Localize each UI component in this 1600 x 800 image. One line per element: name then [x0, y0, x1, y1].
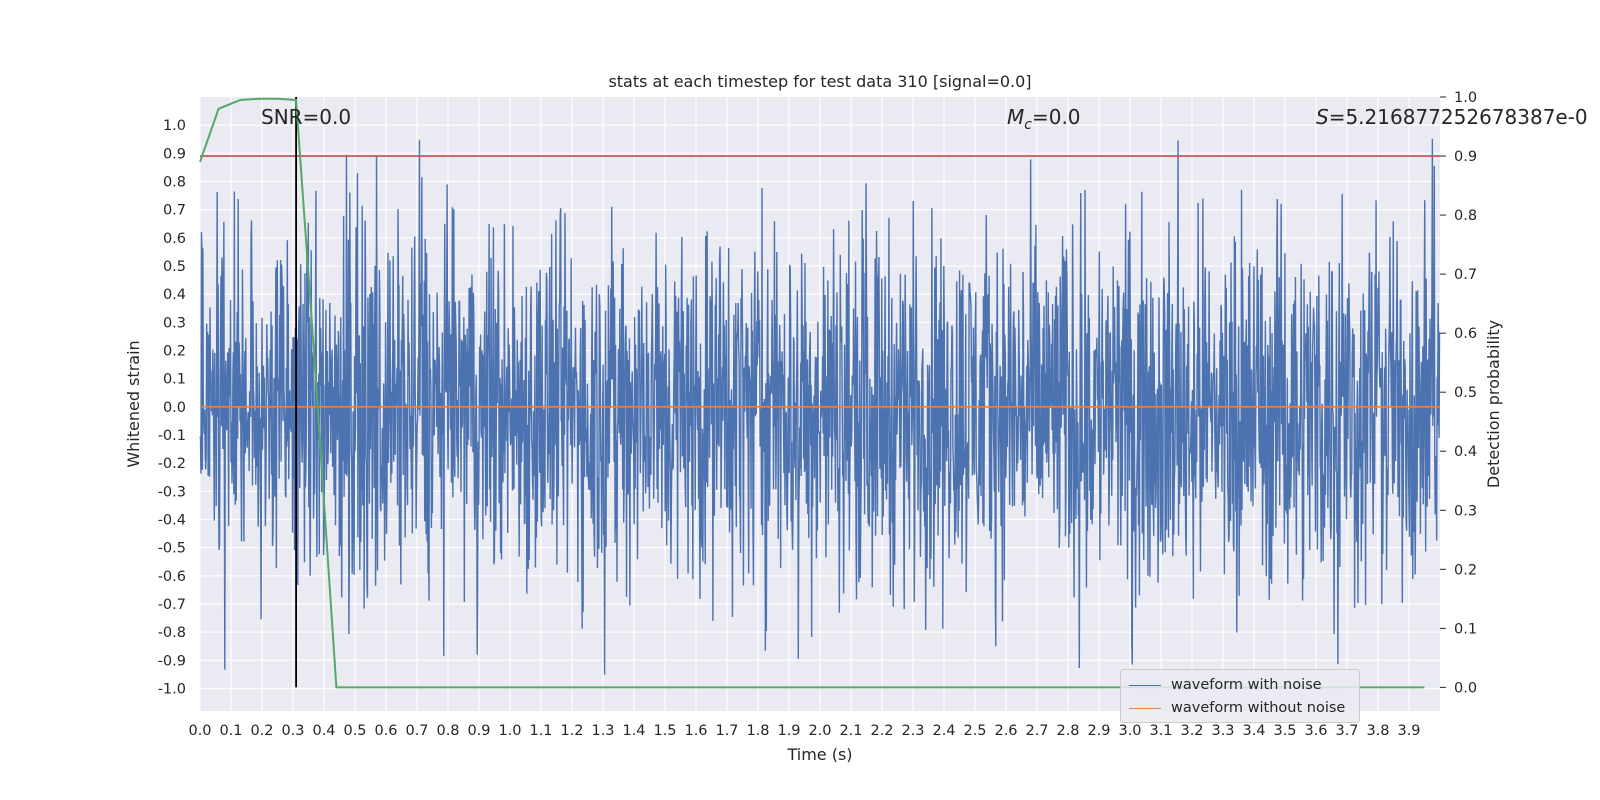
x-tick-label: 3.0: [1118, 723, 1141, 739]
x-tick-label: 3.1: [1149, 723, 1172, 739]
x-tick-label: 1.4: [622, 723, 645, 739]
x-tick-label: 0.9: [467, 723, 490, 739]
annotation-s-value: =5.216877252678387e-0: [1329, 105, 1588, 129]
y-left-tick-label: 0.4: [163, 287, 186, 303]
x-tick-label: 2.3: [901, 723, 924, 739]
x-tick-label: 0.5: [343, 723, 366, 739]
y-left-tick-label: 0.6: [163, 231, 186, 247]
x-tick-label: 0.3: [281, 723, 304, 739]
x-tick-label: 3.6: [1304, 723, 1327, 739]
y-right-tick-label: 0.9: [1454, 149, 1477, 165]
x-tick-label: 3.9: [1397, 723, 1420, 739]
y-left-tick-label: -0.4: [158, 512, 186, 528]
y-left-tick-label: -0.5: [158, 541, 186, 557]
annotation-s-symbol: S: [1316, 105, 1329, 129]
y-right-tick-label: 0.7: [1454, 267, 1477, 283]
series-detection-probability: [199, 97, 1425, 689]
chart-title: stats at each timestep for test data 310…: [608, 72, 1031, 91]
y-right-tick-label: 0.6: [1454, 326, 1477, 342]
probability-curve: [199, 97, 1425, 689]
x-tick-label: 3.7: [1335, 723, 1358, 739]
x-tick-label: 3.8: [1366, 723, 1389, 739]
x-tick-label: 1.2: [560, 723, 583, 739]
annotation-snr: SNR=0.0: [261, 105, 351, 129]
x-tick-label: 2.9: [1087, 723, 1110, 739]
noise-waveform-path: [199, 138, 1441, 675]
legend-swatch-noise: [1129, 684, 1161, 686]
x-tick-label: 3.2: [1180, 723, 1203, 739]
x-axis-ticks: 0.0 0.1 0.2 0.3 0.4 0.5 0.6 0.7 0.8 0.9 1.0 1.1 1.2 1…: [188, 723, 1420, 739]
y-right-tick-label: 0.8: [1454, 208, 1477, 224]
x-tick-label: 0.6: [374, 723, 397, 739]
x-tick-label: 1.3: [591, 723, 614, 739]
y-left-tick-label: 0.3: [163, 315, 186, 331]
y-right-tick-label: 0.1: [1454, 621, 1477, 637]
y-left-tick-label: 0.9: [163, 146, 186, 162]
y-right-tick-label: 0.2: [1454, 562, 1477, 578]
x-tick-label: 0.4: [312, 723, 335, 739]
x-tick-label: 3.5: [1273, 723, 1296, 739]
legend-swatch-clean: [1129, 707, 1161, 709]
y-right-tick-label: 0.3: [1454, 503, 1477, 519]
x-tick-label: 2.0: [808, 723, 831, 739]
y-left-tick-label: -0.8: [158, 625, 186, 641]
y-left-tick-label: -0.7: [158, 597, 186, 613]
y-left-tick-label: 0.5: [163, 259, 186, 275]
x-tick-label: 3.3: [1211, 723, 1234, 739]
series-waveform-with-noise: [199, 138, 1441, 675]
annotation-mc-value: =0.0: [1032, 105, 1081, 129]
y-left-tick-label: 0.0: [163, 400, 186, 416]
legend-item-clean: waveform without noise: [1129, 698, 1345, 718]
x-tick-label: 3.4: [1242, 723, 1265, 739]
y-right-tick-label: 0.0: [1454, 680, 1477, 696]
x-tick-label: 0.2: [250, 723, 273, 739]
x-tick-label: 2.1: [839, 723, 862, 739]
y-right-tick-label: 0.5: [1454, 385, 1477, 401]
y-left-tick-label: 0.8: [163, 174, 186, 190]
x-tick-label: 1.9: [777, 723, 800, 739]
y-right-tick-label: 1.0: [1454, 90, 1477, 106]
y-left-tick-label: -0.6: [158, 569, 186, 585]
y-right-tick-label: 0.4: [1454, 444, 1477, 460]
y-left-tick-label: -0.9: [158, 653, 186, 669]
x-tick-label: 2.7: [1025, 723, 1048, 739]
x-tick-label: 2.6: [994, 723, 1017, 739]
x-tick-label: 1.8: [746, 723, 769, 739]
y-axis-left-ticks: 1.0 0.9 0.8 0.7 0.6 0.5 0.4 0.3 0.2 0.1 0.0 -0.1 -0.…: [158, 118, 186, 697]
x-tick-label: 1.6: [684, 723, 707, 739]
annotation-mc-sub: c: [1024, 117, 1032, 133]
x-tick-label: 1.1: [529, 723, 552, 739]
x-tick-label: 0.7: [405, 723, 428, 739]
x-tick-label: 2.5: [963, 723, 986, 739]
legend: waveform with noise waveform without noi…: [1120, 669, 1360, 723]
annotation-mc: Mc=0.0: [1007, 105, 1081, 133]
y-axis-right-label: Detection probability: [1484, 320, 1503, 488]
y-left-tick-label: -0.2: [158, 456, 186, 472]
x-tick-label: 2.8: [1056, 723, 1079, 739]
x-axis-label: Time (s): [786, 745, 852, 764]
x-tick-label: 1.5: [653, 723, 676, 739]
legend-label-noise: waveform with noise: [1171, 677, 1322, 693]
annotation-mc-symbol: M: [1007, 105, 1024, 129]
x-tick-label: 0.0: [188, 723, 211, 739]
y-left-tick-label: -0.1: [158, 428, 186, 444]
y-left-tick-label: 0.7: [163, 203, 186, 219]
y-left-tick-label: 1.0: [163, 118, 186, 134]
y-left-tick-label: 0.2: [163, 343, 186, 359]
legend-item-noise: waveform with noise: [1129, 675, 1322, 695]
y-left-tick-label: -1.0: [158, 681, 186, 697]
x-tick-label: 2.4: [932, 723, 955, 739]
x-tick-label: 1.0: [498, 723, 521, 739]
y-axis-right-ticks: 1.0 0.9 0.8 0.7 0.6 0.5 0.4 0.3 0.2 0.1 0.0: [1440, 90, 1477, 696]
x-tick-label: 2.2: [870, 723, 893, 739]
x-tick-label: 0.1: [219, 723, 242, 739]
x-tick-label: 1.7: [715, 723, 738, 739]
legend-label-clean: waveform without noise: [1171, 700, 1346, 716]
x-tick-label: 0.8: [436, 723, 459, 739]
y-axis-left-label: Whitened strain: [124, 340, 143, 467]
annotation-s: S=5.216877252678387e-0: [1316, 105, 1588, 129]
y-left-tick-label: 0.1: [163, 372, 186, 388]
y-left-tick-label: -0.3: [158, 484, 186, 500]
